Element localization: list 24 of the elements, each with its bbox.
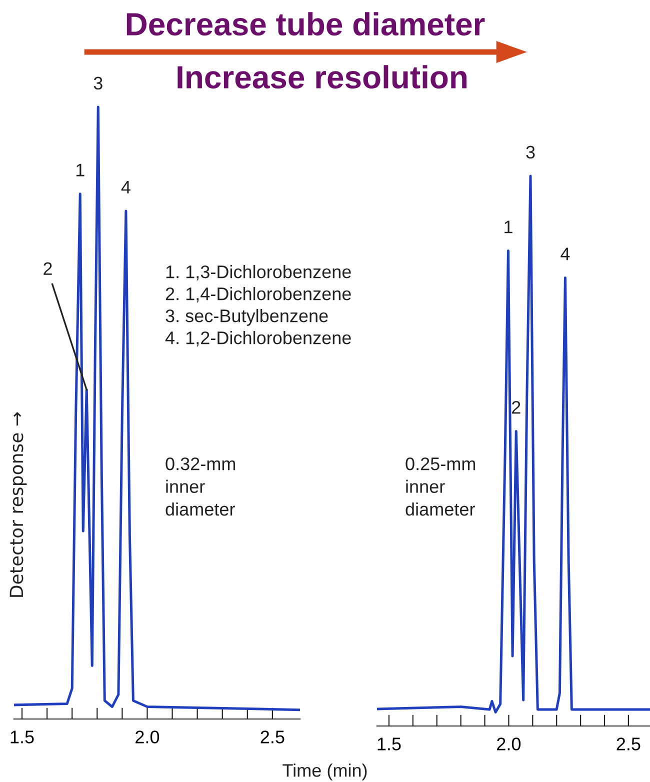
chart-subtitle: Increase resolution: [178, 65, 466, 89]
annotation: 0.25-mm inner diameter: [406, 457, 476, 516]
x-tick-label: 2.5: [616, 738, 640, 750]
y-axis-title: Detector response →: [10, 412, 27, 597]
x-tick-label: 2.0: [497, 738, 521, 750]
annotation: 2: [44, 262, 52, 275]
annotation: 4. 1,2-Dichlorobenzene: [165, 331, 351, 346]
chart-title: Decrease tube diameter: [126, 12, 485, 36]
annotation: 2: [512, 400, 520, 414]
x-tick-label: 1.5: [10, 730, 34, 744]
annotation: 1: [76, 164, 84, 176]
x-tick-label: 2.5: [260, 730, 284, 744]
annotation: 3: [526, 146, 535, 159]
annotation: 4: [121, 180, 130, 194]
annotation: 0.32-mm inner diameter: [166, 457, 236, 516]
annotation: 1. 1,3-Dichlorobenzene: [166, 265, 351, 280]
annotation: 2. 1,4-Dichlorobenzene: [166, 287, 351, 302]
annotation: 1: [504, 220, 512, 234]
annotation: 3. sec-Butylbenzene: [166, 309, 328, 326]
x-tick-label: 2.0: [136, 730, 160, 744]
annotation: 4: [560, 248, 570, 260]
annotation: 3: [94, 76, 102, 90]
x-axis-title: Time (min): [282, 764, 367, 780]
x-tick-label: 1.5: [378, 738, 401, 750]
